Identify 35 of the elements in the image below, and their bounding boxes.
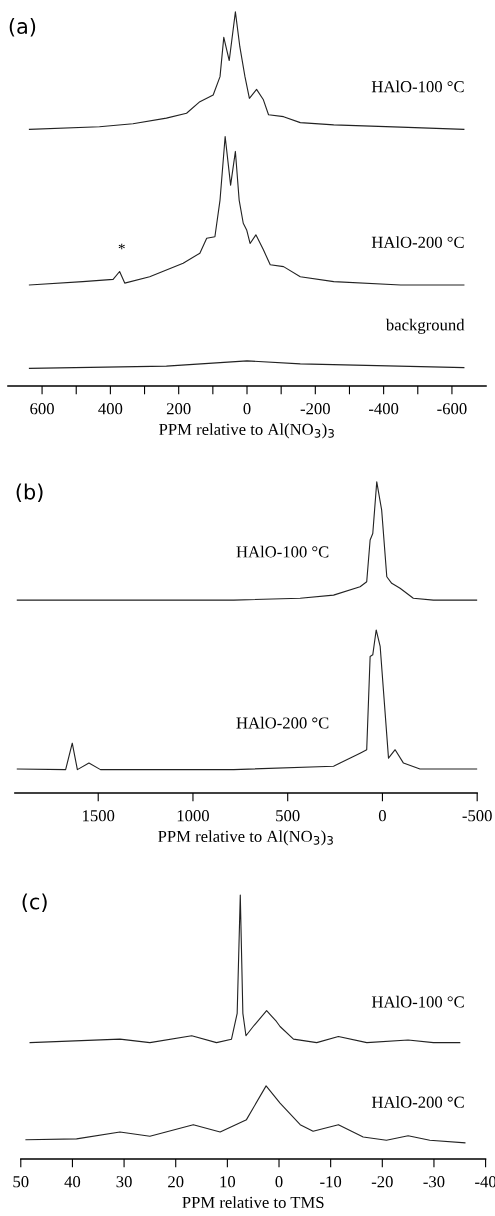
text: HAlO-100 °C (371, 995, 464, 1008)
x-tick-label: -20 (371, 1176, 393, 1188)
x-tick-label: 0 (378, 810, 386, 822)
x-tick-label: 400 (98, 403, 123, 415)
x-tick-label: 1500 (83, 810, 115, 822)
text: HAlO-200 °C (371, 236, 464, 248)
x-tick-label: 40 (64, 1176, 81, 1188)
chart-title: (c) (22, 893, 47, 912)
x-tick-label: 0 (243, 403, 251, 415)
x-tick-label: -30 (423, 1176, 445, 1188)
x-tick-label: 50 (13, 1176, 29, 1188)
x-tick-label: 0 (275, 1176, 283, 1188)
x-tick-label: 30 (116, 1176, 132, 1188)
chart-title: (a) (9, 17, 36, 37)
text: HAlO-100 °C (236, 545, 329, 558)
series-label: background (385, 318, 465, 334)
chart-title: (b) (16, 483, 43, 503)
x-tick-label: -200 (300, 403, 330, 415)
x-tick-label: 10 (220, 1176, 236, 1188)
x-tick-label: -400 (368, 403, 399, 415)
x-tick-label: 1000 (177, 810, 209, 822)
x-tick-label: 200 (166, 403, 191, 415)
x-tick-label: -500 (462, 810, 492, 822)
x-tick-label: 600 (30, 403, 54, 415)
x-tick-label: -600 (437, 403, 467, 415)
annotation: * (118, 243, 125, 250)
x-tick-label: 500 (276, 810, 300, 822)
x-tick-label: 20 (168, 1176, 184, 1188)
text: HAlO-200 °C (236, 716, 329, 729)
series-label: HAlO-200 °C (371, 1096, 464, 1108)
x-axis-title: PPM relative to Al(NO$_{3}$)$_{3}$ (159, 423, 334, 439)
x-axis-title: PPM relative to TMS (182, 1196, 324, 1209)
x-axis-title: PPM relative to Al(NO$_{3}$)$_{3}$ (158, 830, 333, 846)
x-tick-label: -10 (320, 1176, 342, 1188)
text: HAlO-100 °C (371, 80, 464, 93)
